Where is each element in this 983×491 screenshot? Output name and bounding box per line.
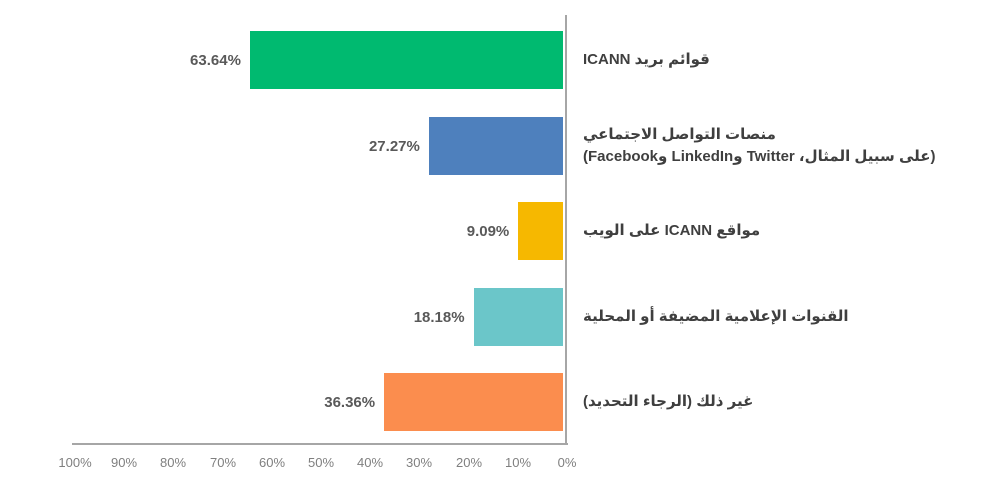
bar-media-channels [473, 288, 563, 346]
x-tick-80: 80% [159, 455, 187, 470]
x-tick-30: 30% [405, 455, 433, 470]
bar-row-social-media: 27.27% [0, 117, 563, 175]
value-label-other: 36.36% [324, 393, 376, 411]
x-tick-70: 70% [209, 455, 237, 470]
x-axis-line [72, 443, 568, 445]
value-label-media-channels: 18.18% [413, 308, 465, 326]
category-label-icann-mailing-lists: قوائم بريد ICANN [583, 31, 975, 89]
x-tick-40: 40% [356, 455, 384, 470]
x-tick-90: 90% [110, 455, 138, 470]
category-label-line: القنوات الإعلامية المضيفة أو المحلية [583, 308, 849, 325]
category-label-line: قوائم بريد ICANN [583, 51, 710, 68]
category-label-other: غير ذلك (الرجاء التحديد) [583, 373, 975, 431]
category-label-line: غير ذلك (الرجاء التحديد) [583, 393, 754, 410]
x-tick-60: 60% [258, 455, 286, 470]
value-label-icann-websites: 9.09% [466, 222, 510, 240]
bar-other [384, 373, 563, 431]
x-tick-50: 50% [307, 455, 335, 470]
category-label-line: منصات التواصل الاجتماعي [583, 126, 776, 143]
x-tick-0: 0% [557, 455, 577, 470]
category-label-line: مواقع ICANN على الويب [583, 222, 761, 239]
bar-row-icann-mailing-lists: 63.64% [0, 31, 563, 89]
value-label-icann-mailing-lists: 63.64% [190, 51, 241, 69]
category-label-line: (على سبيل المثال، Twitter وLinkedIn وFac… [583, 148, 936, 165]
y-axis-line [565, 15, 567, 445]
bar-row-media-channels: 18.18% [0, 288, 563, 346]
x-tick-20: 20% [455, 455, 483, 470]
x-tick-100: 100% [58, 455, 92, 470]
bar-icann-websites [518, 202, 563, 260]
bar-row-icann-websites: 9.09% [0, 202, 563, 260]
category-label-media-channels: القنوات الإعلامية المضيفة أو المحلية [583, 288, 975, 346]
x-tick-10: 10% [504, 455, 532, 470]
bar-social-media [428, 117, 563, 175]
category-label-social-media: منصات التواصل الاجتماعي (على سبيل المثال… [583, 117, 975, 175]
category-label-icann-websites: مواقع ICANN على الويب [583, 202, 975, 260]
bar-row-other: 36.36% [0, 373, 563, 431]
bar-icann-mailing-lists [249, 31, 563, 89]
value-label-social-media: 27.27% [368, 137, 420, 155]
